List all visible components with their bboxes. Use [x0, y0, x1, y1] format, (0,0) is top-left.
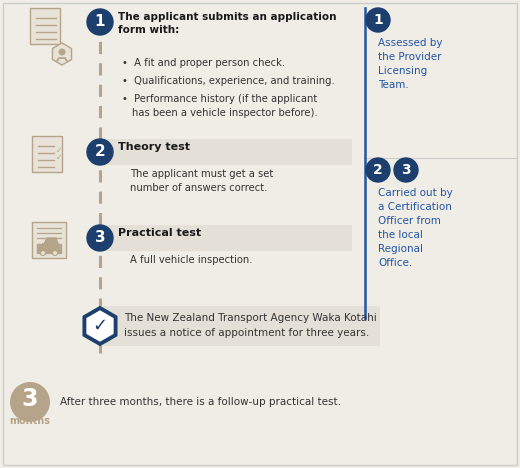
- Text: ✓: ✓: [93, 317, 108, 335]
- Text: The New Zealand Transport Agency Waka Kotahi: The New Zealand Transport Agency Waka Ko…: [124, 313, 377, 323]
- Circle shape: [41, 250, 46, 256]
- Text: 2: 2: [95, 145, 106, 160]
- Text: 1: 1: [373, 13, 383, 27]
- Circle shape: [10, 382, 50, 422]
- Text: number of answers correct.: number of answers correct.: [130, 183, 267, 193]
- Polygon shape: [42, 238, 58, 244]
- Circle shape: [366, 8, 390, 32]
- Text: •  Qualifications, experience, and training.: • Qualifications, experience, and traini…: [122, 76, 335, 86]
- Text: •  Performance history (if the applicant: • Performance history (if the applicant: [122, 94, 317, 104]
- Text: Carried out by
a Certification
Officer from
the local
Regional
Office.: Carried out by a Certification Officer f…: [378, 188, 453, 268]
- Text: 2: 2: [373, 163, 383, 177]
- Text: 3: 3: [401, 163, 411, 177]
- Text: 3: 3: [22, 387, 38, 411]
- Circle shape: [53, 250, 58, 256]
- Text: ✓: ✓: [56, 153, 62, 162]
- Text: Theory test: Theory test: [118, 142, 190, 152]
- Text: After three months, there is a follow-up practical test.: After three months, there is a follow-up…: [60, 397, 341, 407]
- Circle shape: [366, 158, 390, 182]
- Text: A full vehicle inspection.: A full vehicle inspection.: [130, 255, 253, 265]
- Polygon shape: [84, 308, 115, 344]
- FancyBboxPatch shape: [100, 139, 352, 165]
- Circle shape: [87, 9, 113, 35]
- Text: months: months: [9, 416, 50, 426]
- Text: The applicant submits an application
form with:: The applicant submits an application for…: [118, 12, 336, 35]
- FancyBboxPatch shape: [100, 306, 380, 346]
- Text: Practical test: Practical test: [118, 228, 201, 238]
- Circle shape: [87, 225, 113, 251]
- Text: The applicant must get a set: The applicant must get a set: [130, 169, 273, 179]
- FancyBboxPatch shape: [32, 222, 66, 258]
- Text: Assessed by
the Provider
Licensing
Team.: Assessed by the Provider Licensing Team.: [378, 38, 443, 90]
- Text: •  A fit and proper person check.: • A fit and proper person check.: [122, 58, 285, 68]
- FancyBboxPatch shape: [100, 225, 352, 251]
- Text: ✓: ✓: [56, 146, 62, 155]
- Circle shape: [58, 49, 66, 56]
- Text: 3: 3: [95, 231, 106, 246]
- Text: has been a vehicle inspector before).: has been a vehicle inspector before).: [132, 108, 318, 118]
- Polygon shape: [37, 244, 61, 253]
- Text: 1: 1: [95, 15, 105, 29]
- Text: issues a notice of appointment for three years.: issues a notice of appointment for three…: [124, 328, 369, 338]
- Polygon shape: [53, 43, 72, 65]
- FancyBboxPatch shape: [30, 8, 60, 44]
- Circle shape: [394, 158, 418, 182]
- Circle shape: [87, 139, 113, 165]
- FancyBboxPatch shape: [32, 136, 62, 172]
